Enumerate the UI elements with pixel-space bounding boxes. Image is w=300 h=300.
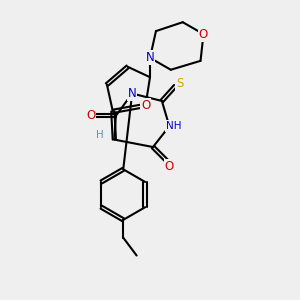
Text: H: H bbox=[96, 130, 103, 140]
Text: O: O bbox=[199, 28, 208, 40]
Text: O: O bbox=[165, 160, 174, 173]
Text: N: N bbox=[128, 87, 136, 100]
Text: S: S bbox=[176, 76, 183, 90]
Text: O: O bbox=[86, 109, 95, 122]
Text: N: N bbox=[146, 51, 154, 64]
Text: O: O bbox=[141, 99, 150, 112]
Text: NH: NH bbox=[166, 121, 182, 131]
